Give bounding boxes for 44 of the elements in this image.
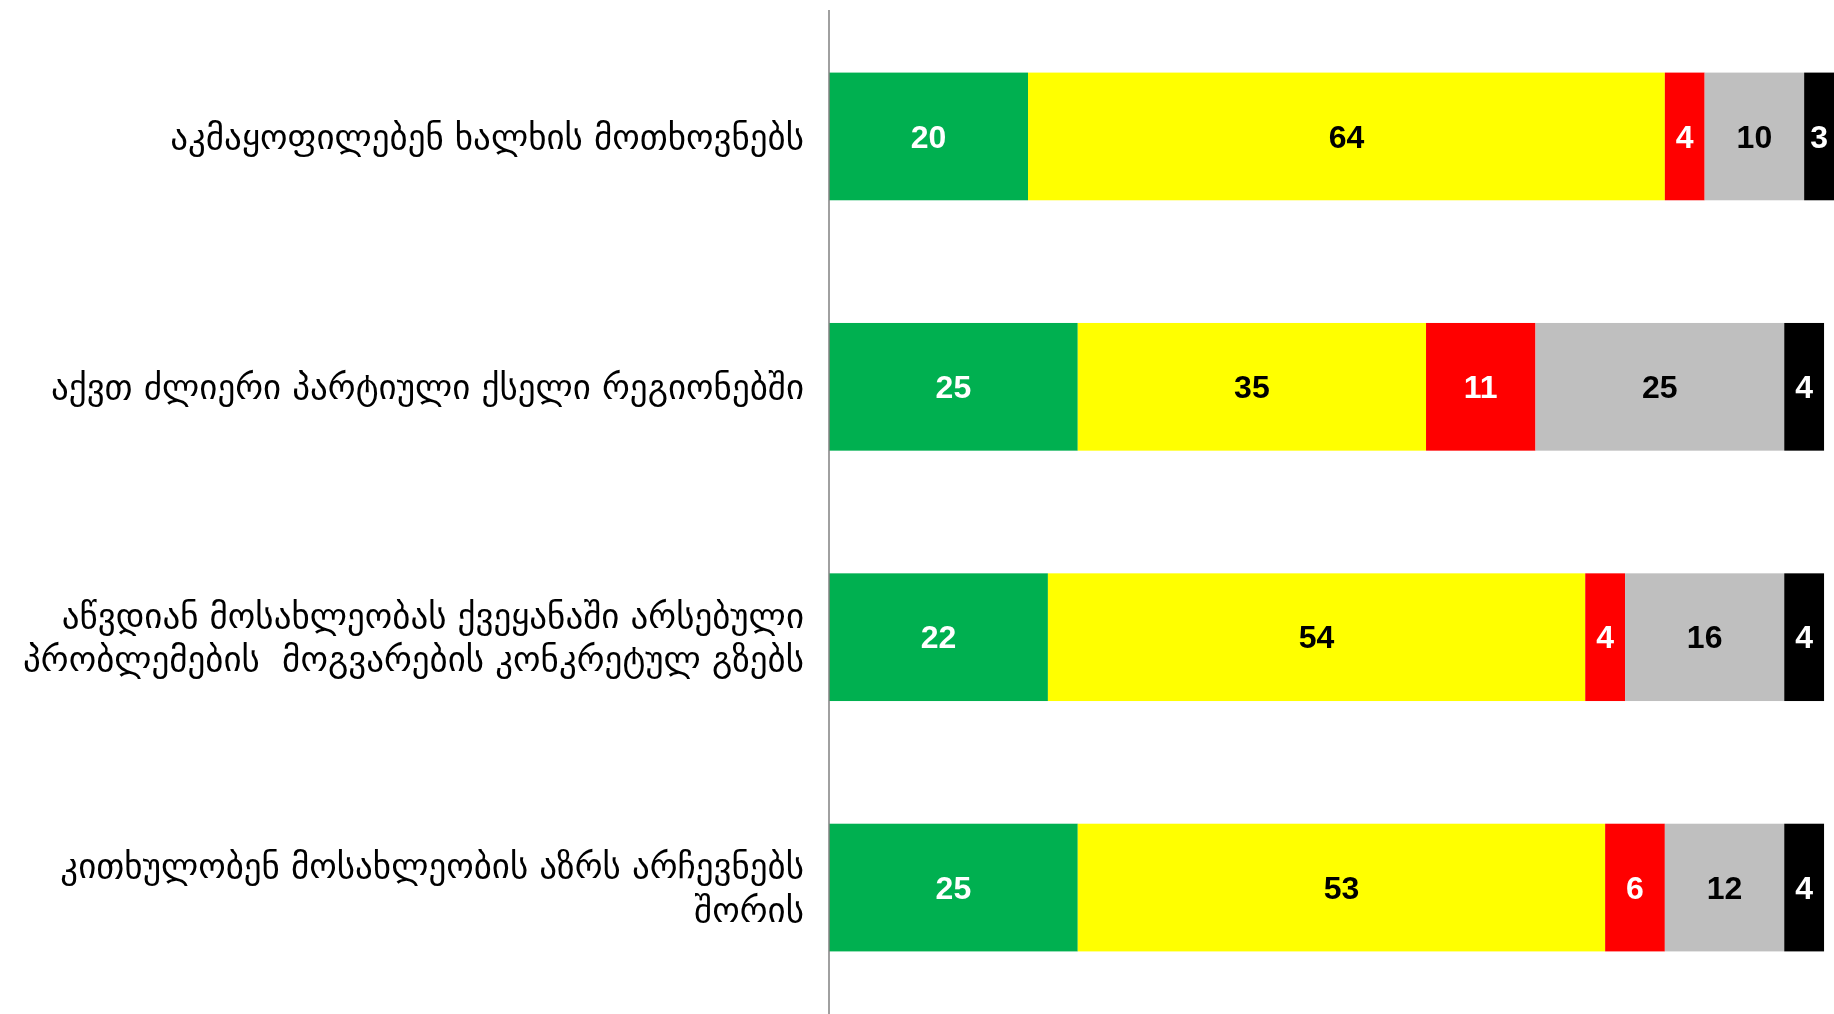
data-label: 3	[1810, 118, 1828, 155]
data-label: 25	[935, 369, 972, 406]
data-label: 53	[1323, 869, 1360, 906]
bar	[1077, 322, 1427, 451]
data-label: 16	[1686, 619, 1723, 656]
bar	[1784, 823, 1825, 952]
bar	[1625, 573, 1785, 702]
data-label: 4	[1795, 369, 1814, 406]
data-label: 12	[1706, 869, 1743, 906]
data-label: 6	[1626, 869, 1644, 906]
bar	[1605, 823, 1665, 952]
data-label: 4	[1596, 619, 1615, 656]
bar	[1804, 72, 1834, 201]
data-label: 4	[1795, 869, 1814, 906]
bar	[829, 322, 1078, 451]
bar	[1426, 322, 1536, 451]
bar	[1784, 573, 1825, 702]
data-label: 54	[1298, 619, 1335, 656]
y-tick-label: აწვდიან მოსახლეობას ქვეყანაში არსებული პრობლემების მოგვარების კონკრეტულ გზებს	[23, 595, 804, 680]
bar	[1784, 322, 1825, 451]
data-label: 25	[1642, 369, 1678, 406]
bar	[1028, 72, 1665, 201]
data-label: 64	[1328, 118, 1365, 155]
bar	[1077, 823, 1606, 952]
y-tick-label: აკმაყოფილებენ ხალხის მოთხოვნებს	[170, 116, 804, 157]
bar	[1704, 72, 1805, 201]
data-label: 25	[935, 869, 972, 906]
data-label: 10	[1736, 118, 1773, 155]
bar	[1664, 72, 1705, 201]
bar	[1585, 573, 1626, 702]
data-label: 22	[920, 619, 957, 656]
bar	[829, 823, 1078, 952]
bar	[1535, 322, 1785, 451]
bar	[1047, 573, 1586, 702]
data-label: 4	[1675, 118, 1694, 155]
data-label: 20	[910, 118, 947, 155]
y-tick-label: აქვთ ძლიერი პარტიული ქსელი რეგიონებში	[50, 367, 804, 408]
y-tick-label: კითხულობენ მოსახლეობის აზრს არჩევნებს შორის	[60, 845, 804, 930]
bar	[1664, 823, 1785, 952]
data-label: 11	[1463, 369, 1498, 406]
data-label: 35	[1234, 369, 1270, 406]
data-label: 4	[1795, 619, 1814, 656]
bar	[829, 573, 1048, 702]
bar	[829, 72, 1029, 201]
